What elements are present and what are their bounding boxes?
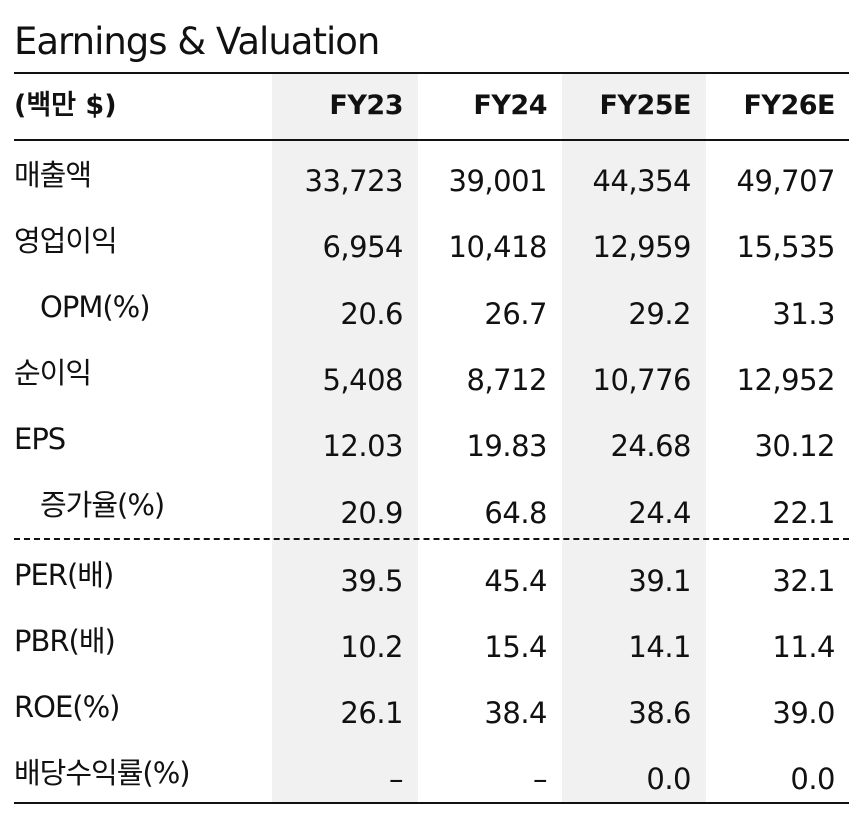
table-cell: 8,712 — [466, 363, 547, 397]
table-cell: 12.03 — [322, 429, 403, 463]
table-cell: 12,952 — [736, 363, 836, 397]
table-cell: 31.3 — [772, 297, 835, 331]
table-top-rule — [14, 72, 849, 74]
table-bottom-rule — [14, 802, 849, 804]
table-cell: 15.4 — [484, 630, 547, 664]
section-divider-dashed — [14, 538, 849, 540]
table-cell: 20.6 — [340, 297, 403, 331]
table-cell: 39,001 — [448, 164, 548, 198]
table-cell: 10.2 — [340, 630, 403, 664]
table-cell: 33,723 — [304, 164, 404, 198]
table-cell: 19.83 — [466, 429, 547, 463]
table-cell: 45.4 — [484, 564, 547, 598]
row-label-per: PER(배) — [14, 558, 114, 592]
row-label-opm: OPM(%) — [40, 290, 151, 324]
row-label-dividend-yield: 배당수익률(%) — [14, 756, 191, 790]
row-label-roe: ROE(%) — [14, 690, 120, 724]
column-header-fy23: FY23 — [329, 90, 403, 121]
row-label-revenue: 매출액 — [14, 158, 92, 192]
table-cell: 20.9 — [340, 496, 403, 530]
table-cell: 12,959 — [592, 230, 692, 264]
row-label-pbr: PBR(배) — [14, 624, 116, 658]
table-cell: – — [533, 762, 548, 796]
table-cell: 11.4 — [772, 630, 835, 664]
table-cell: 5,408 — [322, 363, 403, 397]
table-cell: 15,535 — [736, 230, 836, 264]
table-cell: 64.8 — [484, 496, 547, 530]
table-cell: 38.4 — [484, 696, 547, 730]
header-rule — [14, 139, 849, 141]
table-cell: 24.4 — [628, 496, 691, 530]
row-label-net-income: 순이익 — [14, 356, 92, 390]
table-cell: 6,954 — [322, 230, 403, 264]
table-cell: 22.1 — [772, 496, 835, 530]
table-cell: 0.0 — [646, 762, 691, 796]
column-header-fy25e: FY25E — [599, 90, 691, 121]
table-cell: 39.0 — [772, 696, 835, 730]
table-cell: 44,354 — [592, 164, 692, 198]
table-cell: 14.1 — [628, 630, 691, 664]
table-cell: 39.5 — [340, 564, 403, 598]
table-cell: 32.1 — [772, 564, 835, 598]
page-title: Earnings & Valuation — [14, 20, 380, 63]
table-cell: 10,776 — [592, 363, 692, 397]
table-cell: 30.12 — [754, 429, 835, 463]
table-cell: 24.68 — [610, 429, 691, 463]
column-shade-fy23 — [272, 74, 418, 804]
table-cell: 0.0 — [790, 762, 835, 796]
table-cell: 26.1 — [340, 696, 403, 730]
column-header-fy24: FY24 — [473, 90, 547, 121]
table-cell: – — [389, 762, 404, 796]
table-cell: 26.7 — [484, 297, 547, 331]
row-label-eps: EPS — [14, 422, 66, 456]
row-label-operating-profit: 영업이익 — [14, 224, 118, 258]
table-cell: 38.6 — [628, 696, 691, 730]
table-cell: 10,418 — [448, 230, 548, 264]
column-header-fy26e: FY26E — [743, 90, 835, 121]
row-label-growth: 증가율(%) — [40, 488, 165, 522]
table-cell: 49,707 — [736, 164, 836, 198]
unit-label: (백만 $) — [14, 90, 117, 121]
table-cell: 39.1 — [628, 564, 691, 598]
table-cell: 29.2 — [628, 297, 691, 331]
column-shade-fy25e — [562, 74, 706, 804]
